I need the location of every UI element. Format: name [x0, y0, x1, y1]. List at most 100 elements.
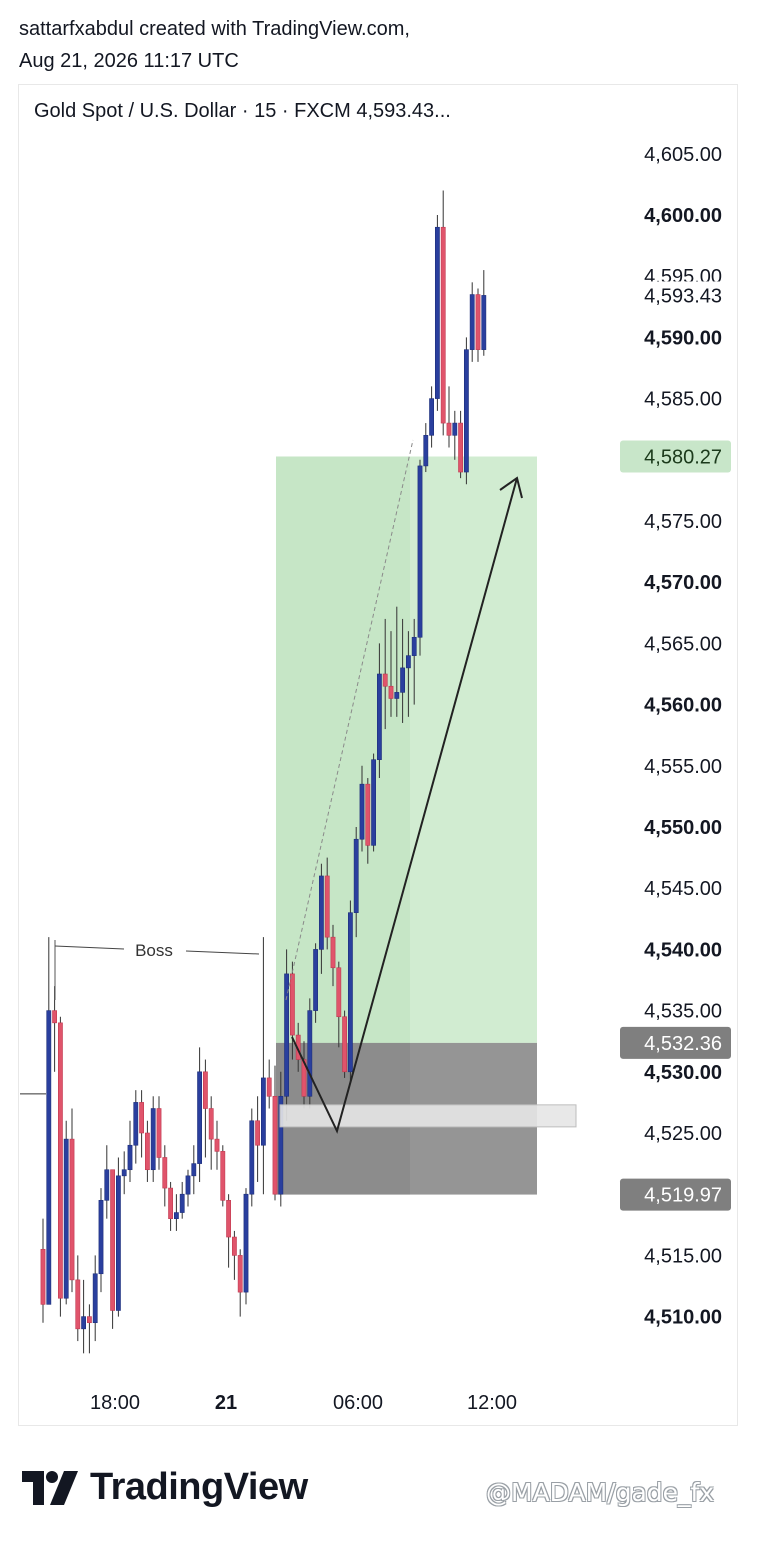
price-tick: 4,560.00 [644, 695, 722, 717]
candle-down [330, 936, 336, 969]
candle-down [57, 1022, 63, 1299]
candle-up [278, 1095, 284, 1195]
price-tick: 4,525.00 [644, 1123, 722, 1145]
candle-down [203, 1071, 208, 1109]
candle-down [75, 1279, 81, 1330]
projection-path [291, 477, 518, 1134]
candle-up [371, 759, 376, 846]
price-tick: 4,550.00 [644, 817, 722, 839]
candle-down [156, 1108, 162, 1158]
candle-up [376, 673, 382, 760]
price-tick: 4,605.00 [644, 144, 722, 166]
candle-up [423, 435, 429, 467]
price-tick: 4,555.00 [644, 756, 722, 778]
price-tick: 4,540.00 [644, 939, 722, 961]
profit-zone-filled [276, 456, 410, 1043]
take-profit-label-bg [620, 440, 731, 473]
candle-up [98, 1200, 104, 1275]
price-axis: 4,605.004,600.004,595.004,590.004,585.00… [620, 144, 733, 1329]
candle-up [81, 1316, 86, 1330]
boss-line-left [54, 945, 125, 950]
candle-down [446, 422, 452, 436]
watermark-text: @MADAM/gade_fx [486, 1478, 715, 1507]
arrow-head [499, 476, 523, 499]
candle-up [400, 667, 405, 693]
price-box-label: 4,532.36 [644, 1033, 722, 1055]
candle-up [150, 1108, 156, 1171]
candle-up [434, 226, 440, 399]
candle-down [232, 1236, 237, 1256]
price-label-bg [625, 281, 733, 308]
candle-up [127, 1144, 133, 1171]
time-tick: 12:00 [467, 1392, 517, 1414]
price-tick: 4,575.00 [644, 511, 722, 533]
candle-up [481, 295, 487, 350]
price-tick: 4,570.00 [644, 572, 722, 594]
candle-down [110, 1169, 115, 1311]
candle-down [226, 1200, 231, 1238]
candle-up [179, 1193, 185, 1213]
candle-up [394, 692, 400, 699]
candle-down [382, 673, 388, 687]
candle-down [162, 1157, 168, 1189]
candle-up [92, 1273, 98, 1324]
symbol-legend[interactable]: Gold Spot / U.S. Dollar · 15 · FXCM 4,59… [34, 100, 451, 122]
candle-up [104, 1169, 110, 1201]
candle-up [313, 949, 318, 1011]
price-tick: 4,535.00 [644, 1001, 722, 1023]
candle-up [318, 875, 324, 950]
candle-up [284, 973, 289, 1097]
candle-down [52, 1010, 57, 1024]
candle-up [191, 1163, 197, 1177]
candle-up [121, 1169, 127, 1177]
last-price-label: 4,593.43 [644, 285, 722, 307]
candle-up [197, 1071, 202, 1164]
candle-up [347, 912, 353, 1073]
price-box-label: 4,519.97 [644, 1185, 722, 1207]
candle-up [174, 1212, 179, 1219]
candle-up [243, 1193, 249, 1293]
candle-down [214, 1138, 220, 1152]
candle-down [168, 1187, 173, 1219]
candle-down [289, 973, 295, 1036]
candle-up [307, 1010, 313, 1097]
candle-down [342, 1016, 347, 1073]
range-box [279, 1104, 577, 1128]
candle-up [46, 1010, 52, 1305]
candle-up [260, 1077, 266, 1146]
candle-up [411, 636, 417, 656]
candle-up [249, 1120, 255, 1195]
price-tick: 4,585.00 [644, 389, 722, 411]
candle-up [63, 1138, 69, 1299]
candle-down [324, 875, 330, 938]
price-tick: 4,545.00 [644, 878, 722, 900]
candle-down [40, 1248, 46, 1305]
drawings-layer: Boss [20, 439, 577, 1134]
candle-down [145, 1132, 150, 1171]
candle-up [185, 1175, 191, 1195]
price-tick: 4,510.00 [644, 1307, 722, 1329]
tv-logo-icon [22, 1470, 78, 1505]
candle-down [336, 967, 342, 1018]
boss-line-right [185, 950, 260, 955]
stop-label-bg [620, 1026, 731, 1059]
candle-down [475, 294, 481, 350]
price-tick: 4,515.00 [644, 1245, 722, 1267]
candle-down [272, 1095, 278, 1195]
candle-down [69, 1138, 75, 1281]
price-tick: 4,600.00 [644, 205, 722, 227]
price-tick: 4,590.00 [644, 327, 722, 349]
stop-label-bg [620, 1178, 731, 1211]
candle-up [463, 349, 469, 473]
candle-down [266, 1077, 272, 1097]
candle-down [365, 783, 371, 846]
time-tick: 18:00 [90, 1392, 140, 1414]
candle-down [139, 1102, 144, 1134]
candle-down [388, 685, 394, 699]
candle-up [452, 422, 458, 436]
candle-up [133, 1102, 139, 1146]
take-profit-label: 4,580.27 [644, 446, 722, 468]
candle-down [220, 1151, 226, 1201]
candle-up [417, 465, 423, 638]
